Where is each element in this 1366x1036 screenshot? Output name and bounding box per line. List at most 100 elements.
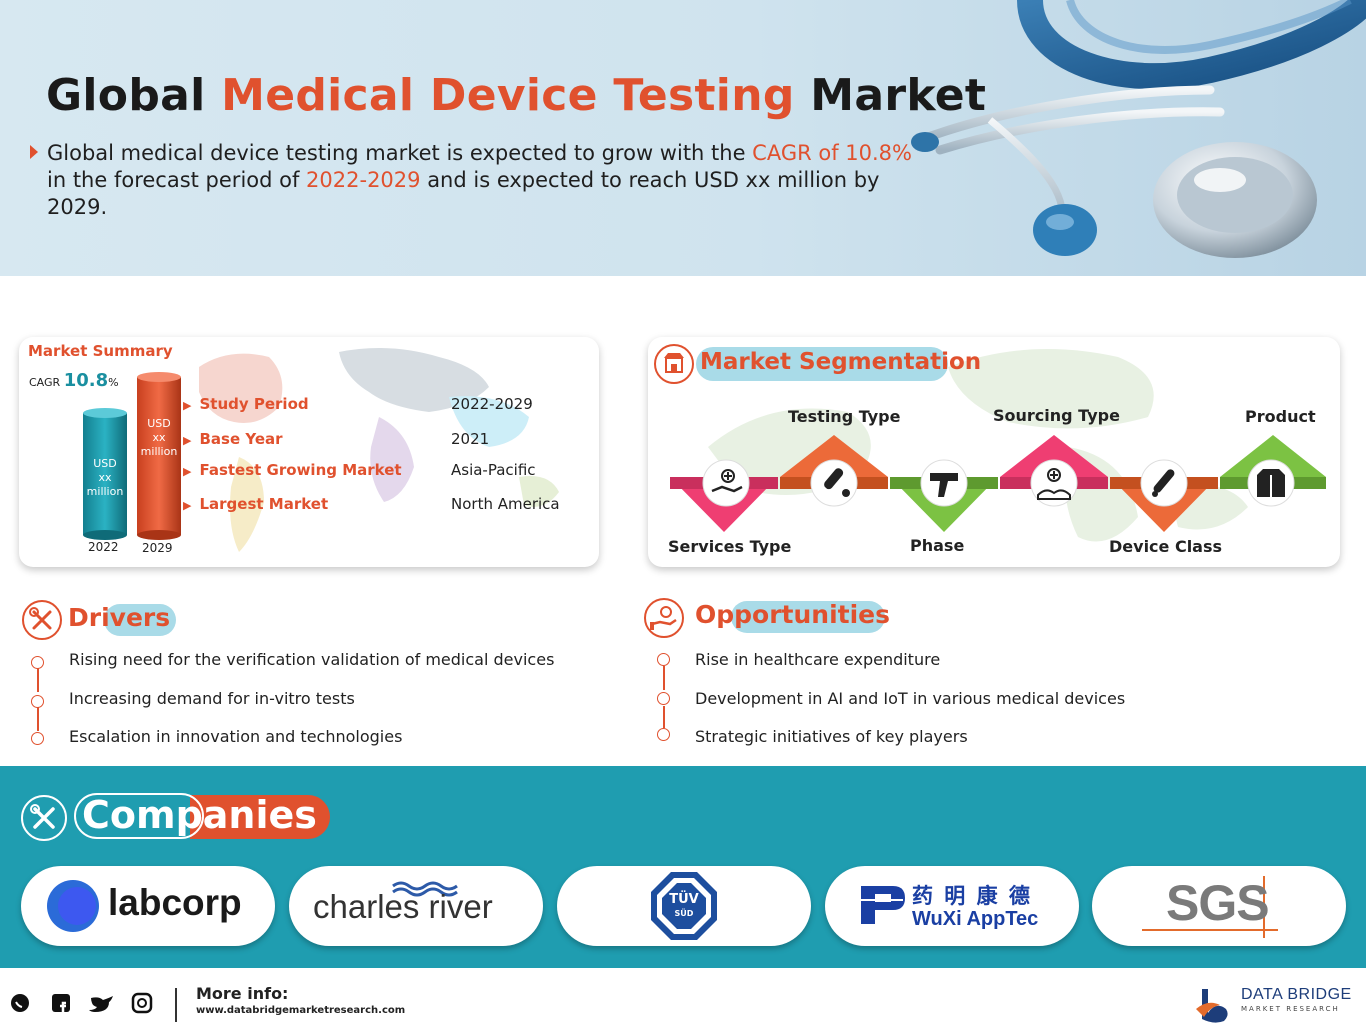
market-icon [654,344,694,384]
timeline-connector [663,666,665,690]
bar-2022 [83,408,127,540]
labcorp-wordmark: labcorp [108,882,242,923]
summary-row-fastest-growing: ▶ Fastest Growing Market [183,461,402,479]
logo-sgs: SGS [1092,866,1346,946]
tools-icon [29,607,52,630]
hero-banner: Global Medical Device Testing Market Glo… [0,0,1366,276]
tuv-sud-octagon-icon [651,872,717,940]
data-bridge-logo-icon [1196,989,1228,1023]
segment-label-services-type: Services Type [668,537,792,556]
segment-label-device-class: Device Class [1109,537,1223,556]
tuv-text: TÜV [669,892,699,907]
bar-2029-label: USD xx million [136,417,182,459]
bar-2022-line1: USD [93,457,117,470]
title-part-3: Market [794,70,987,121]
twitter-icon[interactable] [89,996,113,1012]
drivers-icon-circle [22,600,62,640]
summary-row-label: Fastest Growing Market [199,461,402,479]
cagr-value: 10.8 [63,370,109,391]
hand-coin-icon [650,606,677,630]
brand-name: DATA BRIDGE [1241,986,1352,1003]
wuxi-wordmark: WuXi AppTec [912,908,1039,930]
more-info-label: More info: [196,984,289,1003]
timeline-connector [37,707,39,731]
timeline-connector [37,668,39,692]
summary-row-largest-market: ▶ Largest Market [183,495,328,513]
instagram-icon[interactable] [131,992,153,1014]
opportunities-title-pill [731,601,885,633]
bar-2022-line2: xx [98,471,112,484]
summary-row-label: Base Year [199,430,283,448]
segment-label-product: Product [1245,407,1316,426]
bullet-circle [657,728,670,741]
summary-row-base-year: ▶ Base Year [183,430,283,448]
logo-charles-river: charles river [289,866,543,946]
hero-cagr: CAGR of 10.8% [752,141,912,165]
drill-icon [920,459,968,507]
summary-row-value: 2022-2029 [451,395,533,413]
box-icon [1247,459,1295,507]
logo-wuxi-apptec: 药 明 康 德 WuXi AppTec [825,866,1079,946]
bullet-circle [31,732,44,745]
driver-item: Escalation in innovation and technologie… [69,727,403,746]
page-title: Global Medical Device Testing Market [46,70,986,121]
bullet-circle [31,695,44,708]
cagr-label: CAGR 10.8% [29,370,119,391]
book-plus-icon [1030,459,1078,507]
cagr-prefix: CAGR [29,376,61,389]
segmentation-diagram [670,435,1326,532]
driver-item: Increasing demand for in-vitro tests [69,689,355,708]
facebook-icon[interactable] [52,994,70,1012]
summary-row-value: 2021 [451,430,490,448]
title-part-2: Medical Device Testing [221,70,795,121]
sud-text: SÜD [674,909,694,918]
summary-row-value: North America [451,495,560,513]
whatsapp-icon[interactable] [11,994,29,1012]
wuxi-logo-icon [859,886,905,924]
shop-icon [664,353,684,373]
summary-row-label: Study Period [199,395,309,413]
summary-row-label: Largest Market [199,495,329,513]
companies-title-outline [74,793,204,839]
year-2029: 2029 [142,541,173,555]
row-arrow-icon: ▶ [183,499,192,512]
thermometer-icon [1140,459,1188,507]
bullet-arrow-icon [30,145,38,159]
segment-label-testing-type: Testing Type [788,407,901,426]
brand-subtitle: MARKET RESEARCH [1241,1005,1340,1013]
wuxi-chinese-text: 药 明 康 德 [912,884,1032,908]
sgs-wordmark: SGS [1166,875,1270,931]
social-icons [11,992,153,1014]
segmentation-title: Market Segmentation [700,349,982,375]
row-arrow-icon: ▶ [183,399,192,412]
sgs-logo-lines [1142,876,1278,938]
growth-cylinders [83,372,181,540]
bullet-circle [657,653,670,666]
logo-labcorp: labcorp [21,866,275,946]
bar-2029-line1: USD [147,417,171,430]
bar-2022-line3: million [86,485,124,498]
charles-river-wave-icon [392,881,458,897]
timeline-connector [663,706,665,728]
bar-2022-label: USD xx million [82,457,128,499]
hero-text-1: Global medical device testing market is … [47,141,753,165]
website-link[interactable]: www.databridgemarketresearch.com [196,1005,406,1016]
drivers-title-pill [104,604,176,636]
summary-row-study-period: ▶ Study Period [183,395,309,413]
hero-description: Global medical device testing market is … [47,140,927,221]
market-summary-card: Market Summary CAGR 10.8% USD xx million… [19,337,599,567]
opportunity-item: Development in AI and IoT in various med… [695,689,1126,708]
row-arrow-icon: ▶ [183,465,192,478]
summary-row-value: Asia-Pacific [451,461,536,479]
charles-river-wordmark: charles river [313,888,493,925]
segment-label-phase: Phase [910,536,965,555]
hero-text-3: and is expected to reach USD xx million … [47,168,880,219]
companies-title: Companies [82,793,317,837]
test-tube-icon [810,459,858,507]
segmentation-title-pill [696,347,948,381]
bar-2029-line3: million [140,445,178,458]
tools-icon [30,804,55,829]
hero-text-2: in the forecast period of [47,168,307,192]
opportunities-icon-circle [644,598,684,638]
row-arrow-icon: ▶ [183,434,192,447]
